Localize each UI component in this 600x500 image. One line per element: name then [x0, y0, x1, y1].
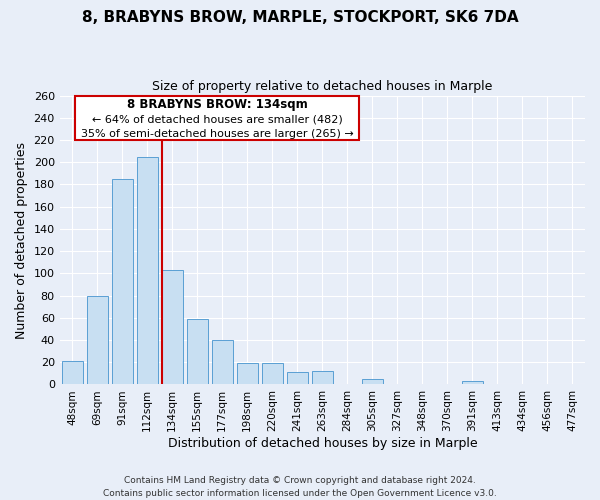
Bar [462, 381, 483, 384]
Bar [86, 296, 108, 384]
Text: 8 BRABYNS BROW: 134sqm: 8 BRABYNS BROW: 134sqm [127, 98, 308, 111]
Text: ← 64% of detached houses are smaller (482): ← 64% of detached houses are smaller (48… [92, 114, 343, 124]
Bar [62, 361, 83, 384]
Bar [212, 340, 233, 384]
Text: 35% of semi-detached houses are larger (265) →: 35% of semi-detached houses are larger (… [81, 128, 353, 138]
Bar [312, 371, 333, 384]
Text: 8, BRABYNS BROW, MARPLE, STOCKPORT, SK6 7DA: 8, BRABYNS BROW, MARPLE, STOCKPORT, SK6 … [82, 10, 518, 25]
Y-axis label: Number of detached properties: Number of detached properties [15, 142, 28, 338]
Title: Size of property relative to detached houses in Marple: Size of property relative to detached ho… [152, 80, 493, 93]
Bar [287, 372, 308, 384]
X-axis label: Distribution of detached houses by size in Marple: Distribution of detached houses by size … [167, 437, 477, 450]
Bar [262, 364, 283, 384]
Bar [187, 319, 208, 384]
Bar [362, 379, 383, 384]
FancyBboxPatch shape [76, 96, 359, 140]
Bar [236, 364, 258, 384]
Bar [112, 179, 133, 384]
Bar [137, 156, 158, 384]
Text: Contains HM Land Registry data © Crown copyright and database right 2024.
Contai: Contains HM Land Registry data © Crown c… [103, 476, 497, 498]
Bar [161, 270, 183, 384]
